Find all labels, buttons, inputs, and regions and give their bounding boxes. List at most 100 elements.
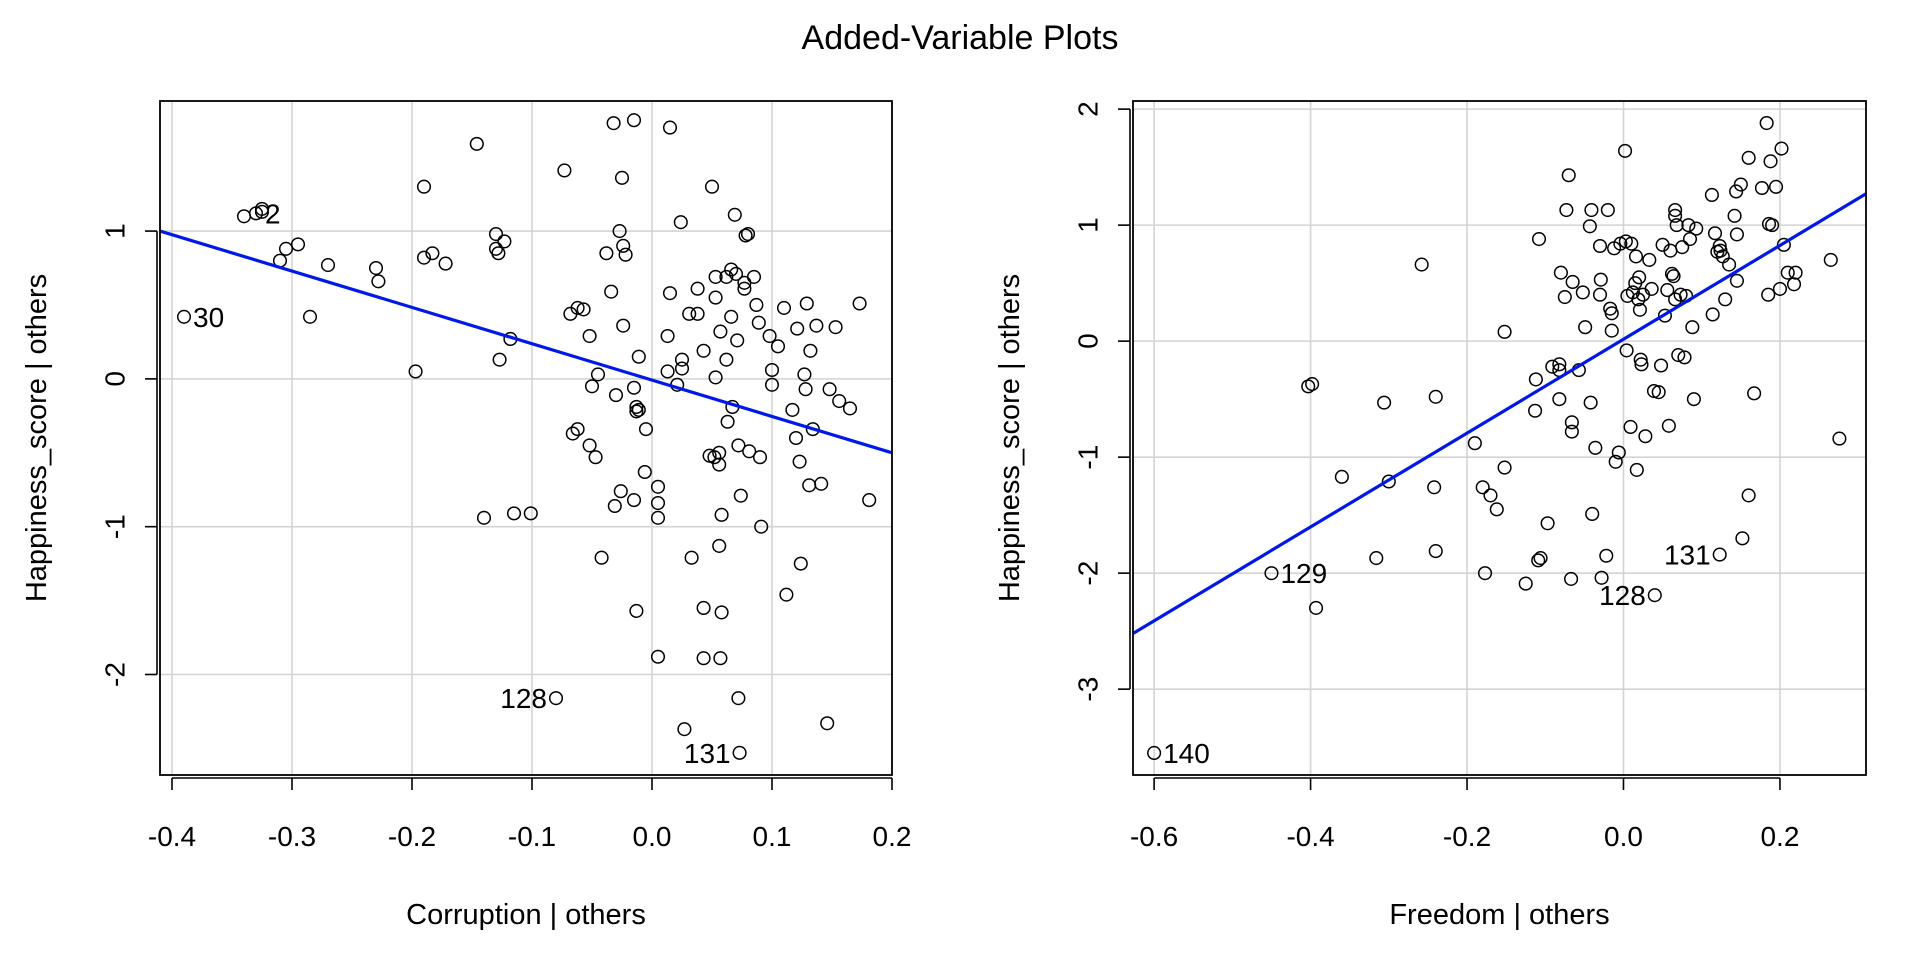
right-point-126: [1772, 281, 1787, 296]
right-point-25: [1545, 359, 1560, 374]
right-point-10: [1428, 544, 1443, 559]
left-point-68: [674, 361, 690, 376]
left-point-4: [278, 241, 294, 256]
right-point-7: [1414, 257, 1429, 272]
right-point-110: [1727, 208, 1742, 223]
left-point-128: [803, 343, 818, 358]
left-point-29: [565, 426, 580, 441]
left-point-92: [719, 352, 734, 367]
left-labeled-point-2: [732, 745, 747, 760]
right-point-29: [1553, 265, 1568, 280]
right-point-102: [1705, 307, 1720, 322]
left-point-91: [719, 269, 734, 284]
right-point-30: [1557, 290, 1572, 305]
right-point-82: [1660, 283, 1675, 298]
left-point-80: [704, 179, 720, 194]
left-point-16: [488, 226, 504, 242]
right-point-24: [1540, 516, 1555, 531]
left-x-tick-label-0: -0.4: [148, 821, 196, 852]
left-point-82: [708, 290, 723, 305]
left-point-59: [650, 495, 666, 511]
left-point-6: [320, 258, 336, 273]
right-point-12: [1475, 480, 1490, 495]
right-point-67: [1629, 462, 1644, 477]
left-point-116: [770, 339, 786, 354]
right-point-78: [1651, 385, 1666, 400]
left-labeled-point-3: [248, 206, 264, 221]
left-point-135: [832, 393, 847, 409]
left-point-90: [713, 651, 728, 666]
left-point-25: [557, 163, 572, 178]
right-point-114: [1733, 177, 1748, 192]
left-point-50: [629, 404, 644, 419]
left-point-118: [779, 587, 794, 602]
right-y-tick-label-1: -2: [1073, 561, 1104, 586]
left-point-112: [754, 519, 769, 534]
right-point-5: [1377, 395, 1392, 410]
left-point-72: [677, 722, 692, 737]
right-point-124: [1765, 218, 1780, 233]
right-point-14: [1483, 488, 1498, 503]
left-point-71: [684, 550, 699, 565]
left-point-127: [802, 478, 817, 493]
right-point-40: [1582, 219, 1597, 234]
right-y-tick-label-5: 2: [1073, 101, 1104, 117]
right-point-56: [1611, 445, 1626, 460]
right-point-132: [1823, 252, 1838, 267]
right-point-31: [1561, 168, 1576, 183]
right-point-53: [1604, 323, 1619, 338]
right-point-43: [1585, 506, 1600, 522]
right-point-85: [1664, 266, 1680, 281]
left-point-45: [608, 388, 624, 403]
right-point-38: [1575, 285, 1590, 300]
left-point-61: [650, 649, 666, 664]
right-point-label-1: 129: [1280, 558, 1327, 589]
right-point-76: [1644, 281, 1659, 296]
left-y-tick-label-3: 1: [100, 223, 131, 239]
right-point-112: [1729, 227, 1744, 242]
right-point-8: [1428, 389, 1443, 404]
left-point-74: [690, 306, 705, 321]
left-point-9: [371, 274, 386, 289]
right-point-127: [1774, 141, 1789, 156]
left-point-label-1: 128: [500, 683, 547, 714]
left-point-130: [809, 318, 824, 333]
right-point-97: [1682, 231, 1698, 247]
right-point-label-0: 140: [1163, 738, 1210, 769]
right-point-123: [1763, 154, 1778, 169]
right-point-125: [1768, 179, 1784, 194]
right-point-20: [1528, 372, 1543, 387]
right-point-39: [1578, 320, 1593, 335]
left-point-28: [576, 302, 591, 317]
left-point-60: [650, 510, 666, 525]
right-point-105: [1712, 238, 1727, 254]
left-point-95: [724, 309, 739, 324]
right-point-113: [1729, 273, 1744, 288]
left-point-121: [790, 321, 805, 336]
left-point-85: [712, 457, 727, 472]
left-point-67: [673, 215, 688, 230]
right-point-75: [1642, 252, 1657, 267]
left-point-69: [674, 352, 690, 367]
left-point-119: [785, 402, 800, 417]
right-point-133: [1832, 431, 1847, 446]
right-point-66: [1628, 249, 1644, 264]
right-y-axis-title: Happiness_score | others: [994, 274, 1026, 602]
left-x-tick-label-5: 0.1: [753, 821, 792, 852]
right-point-44: [1588, 440, 1603, 455]
left-point-42: [614, 170, 630, 185]
right-point-28: [1552, 392, 1567, 407]
right-point-74: [1638, 429, 1653, 444]
right-point-90: [1669, 218, 1684, 233]
right-y-tick-label-0: -3: [1073, 677, 1104, 702]
left-point-110: [751, 315, 766, 330]
right-point-34: [1564, 424, 1579, 439]
left-point-97: [727, 207, 742, 222]
right-y-tick-label-2: -1: [1073, 445, 1104, 470]
left-point-70: [682, 306, 697, 321]
left-point-83: [708, 370, 723, 385]
right-point-9: [1427, 480, 1442, 495]
left-x-tick-label-3: -0.1: [508, 821, 556, 852]
left-point-47: [613, 484, 628, 499]
left-fit-line: [160, 229, 892, 455]
